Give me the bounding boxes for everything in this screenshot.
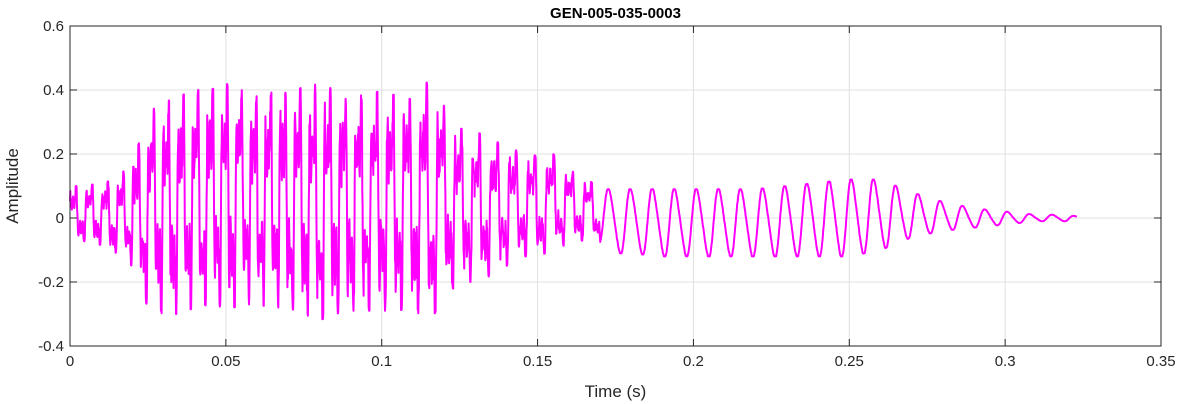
waveform-line xyxy=(69,81,1078,321)
y-tick-label: 0.2 xyxy=(43,146,64,163)
y-tick-label: -0.2 xyxy=(38,274,64,291)
x-tick-label: 0.35 xyxy=(1146,353,1175,370)
y-axis-label: Amplitude xyxy=(3,148,22,224)
y-tick-label: 0.4 xyxy=(43,82,64,99)
plot-area xyxy=(70,26,1161,346)
x-tick-label: 0.15 xyxy=(523,353,552,370)
y-tick-label: -0.4 xyxy=(38,338,64,355)
x-axis-label: Time (s) xyxy=(585,382,647,401)
y-tick-label: 0.6 xyxy=(43,18,64,35)
plot-frame xyxy=(69,25,1162,347)
y-tick-label: 0 xyxy=(56,210,64,227)
x-tick-label: 0.1 xyxy=(371,353,392,370)
chart-title: GEN-005-035-0003 xyxy=(550,5,681,22)
x-tick-label: 0.3 xyxy=(995,353,1016,370)
x-tick-label: 0.25 xyxy=(835,353,864,370)
x-tick-label: 0 xyxy=(66,353,74,370)
x-tick-label: 0.05 xyxy=(211,353,240,370)
series xyxy=(69,81,1078,321)
ticks: 0 0.05 0.1 0.15 0.2 0.25 0.3 0.35 -0.4 -0.2 0 0.2 0.… xyxy=(38,18,1175,370)
x-tick-label: 0.2 xyxy=(683,353,704,370)
